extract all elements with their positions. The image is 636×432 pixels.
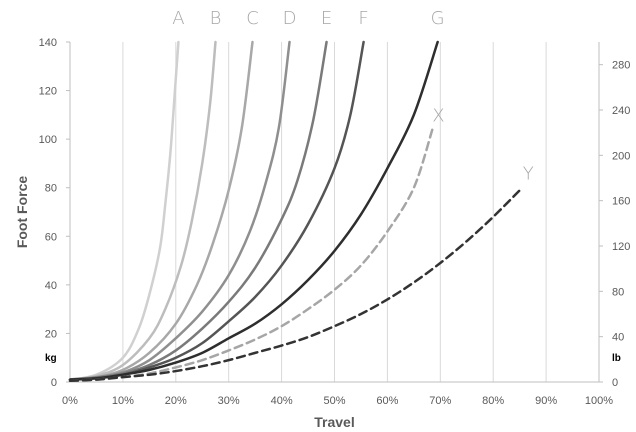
y-tick-label: 20 — [45, 328, 57, 340]
y2-tick-label: 80 — [612, 286, 624, 298]
y-tick-label: 100 — [39, 134, 57, 146]
x-tick-label: 80% — [482, 395, 504, 407]
x-tick-label: 60% — [376, 395, 398, 407]
y2-tick-label: 280 — [612, 60, 630, 72]
y2-tick-label: 40 — [612, 332, 624, 344]
x-tick-label: 100% — [585, 395, 613, 407]
series-line-a — [68, 40, 180, 381]
series-label-d: D — [283, 8, 297, 29]
x-tick-label: 0% — [62, 395, 78, 407]
series-label-y: Y — [523, 164, 534, 185]
y-axis-title: Foot Force — [14, 176, 30, 249]
x-tick-label: 10% — [112, 395, 134, 407]
series-line-e — [68, 40, 328, 381]
series-line-g — [68, 40, 439, 381]
y-tick-label: 140 — [39, 37, 57, 49]
series-label-f: F — [358, 8, 368, 29]
series-labels: A B C D E F G X Y — [172, 8, 534, 185]
y-tick-label: 120 — [39, 86, 57, 98]
y2-tick-label: 240 — [612, 105, 630, 117]
y-tick-label: 60 — [45, 231, 57, 243]
series-label-a: A — [172, 8, 184, 29]
series-line-y — [68, 186, 524, 383]
y2-tick-label: 200 — [612, 150, 630, 162]
x-tick-label: 30% — [218, 395, 240, 407]
series-label-g: G — [431, 8, 445, 29]
series-lines — [68, 40, 524, 383]
x-tick-label: 90% — [535, 395, 557, 407]
series-label-b: B — [210, 8, 222, 29]
series-line-x — [68, 128, 434, 383]
axes — [66, 41, 603, 383]
y-tick-label: 80 — [45, 183, 57, 195]
x-tick-label: 50% — [323, 395, 345, 407]
y-unit-right: lb — [612, 353, 621, 364]
y2-tick-label: 0 — [612, 377, 618, 389]
series-label-e: E — [321, 8, 332, 29]
tick-labels: 0% 10% 20% 30% 40% 50% 60% 70% 80% 90% 100% 0 20 40 60… — [39, 37, 631, 407]
grid-lines — [122, 42, 547, 382]
x-tick-label: 20% — [165, 395, 187, 407]
y2-tick-label: 120 — [612, 241, 630, 253]
x-axis-title: Travel — [314, 414, 354, 430]
y2-tick-label: 160 — [612, 196, 630, 208]
series-label-x: X — [432, 105, 444, 126]
y-tick-label: 40 — [45, 280, 57, 292]
x-tick-label: 70% — [429, 395, 451, 407]
series-line-b — [68, 40, 217, 381]
x-tick-label: 40% — [271, 395, 293, 407]
series-line-c — [68, 40, 254, 381]
y-unit-left: kg — [45, 353, 57, 364]
series-line-d — [68, 40, 291, 381]
y-tick-label: 0 — [51, 377, 57, 389]
series-label-c: C — [246, 8, 259, 29]
